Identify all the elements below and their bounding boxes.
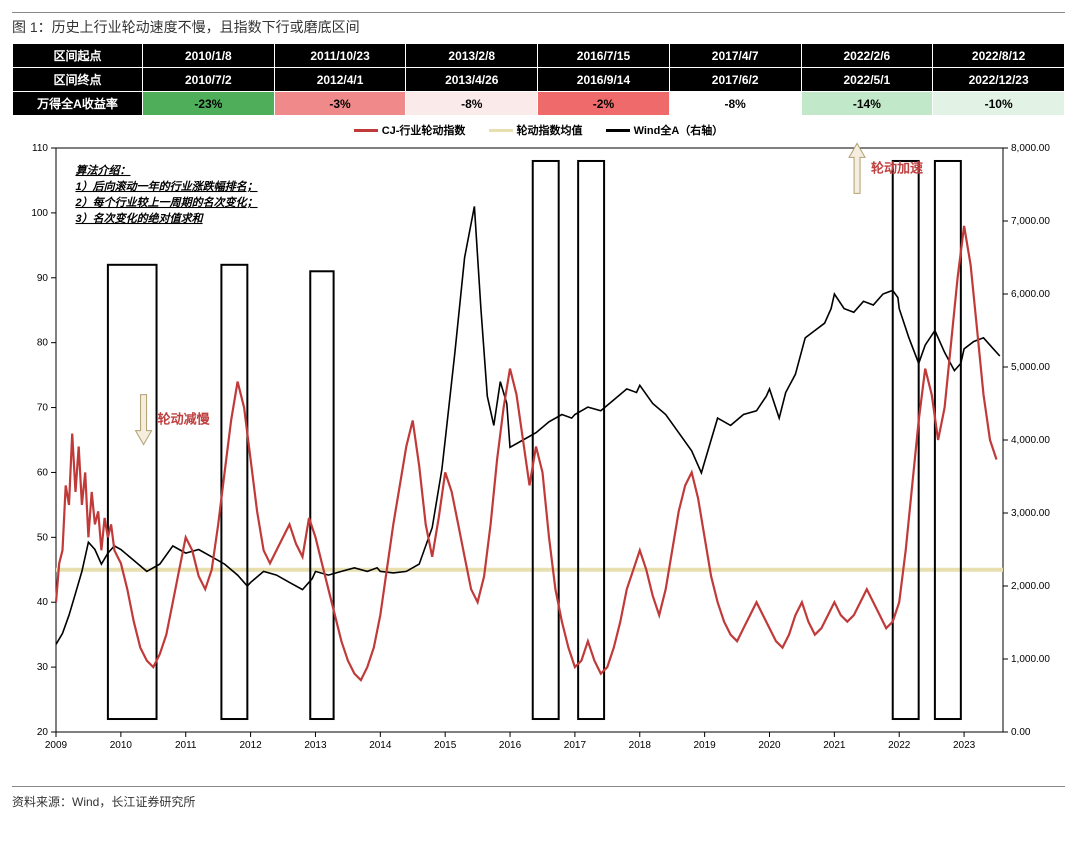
svg-text:2019: 2019: [694, 740, 717, 751]
legend-s2: 轮动指数均值: [517, 122, 583, 138]
svg-text:2009: 2009: [45, 740, 68, 751]
svg-text:2021: 2021: [823, 740, 846, 751]
svg-text:50: 50: [37, 532, 49, 543]
legend-s3: Wind全A（右轴）: [634, 122, 724, 138]
legend-s1: CJ-行业轮动指数: [382, 122, 466, 138]
svg-text:0.00: 0.00: [1011, 727, 1031, 738]
svg-text:3,000.00: 3,000.00: [1011, 508, 1050, 519]
svg-text:70: 70: [37, 403, 49, 414]
svg-text:90: 90: [37, 273, 49, 284]
svg-text:1,000.00: 1,000.00: [1011, 654, 1050, 665]
svg-text:30: 30: [37, 662, 49, 673]
svg-text:轮动减慢: 轮动减慢: [158, 412, 211, 427]
svg-text:2017: 2017: [564, 740, 587, 751]
main-chart: 20 30 40 50 60 70 80 90 100 110 0.00 1,000.00 2,000.…: [12, 140, 1065, 760]
svg-text:110: 110: [32, 143, 48, 154]
svg-text:2023: 2023: [953, 740, 976, 751]
svg-text:3）名次变化的绝对值求和: 3）名次变化的绝对值求和: [75, 212, 204, 225]
svg-text:80: 80: [37, 338, 49, 349]
svg-text:2012: 2012: [239, 740, 262, 751]
svg-text:2014: 2014: [369, 740, 392, 751]
svg-text:7,000.00: 7,000.00: [1011, 216, 1050, 227]
svg-text:轮动加速: 轮动加速: [871, 160, 923, 175]
periods-table: 区间起点2010/1/82011/10/232013/2/82016/7/152…: [12, 43, 1065, 116]
svg-text:1）后向滚动一年的行业涨跌幅排名；: 1）后向滚动一年的行业涨跌幅排名；: [75, 180, 257, 193]
svg-text:5,000.00: 5,000.00: [1011, 362, 1050, 373]
svg-text:2016: 2016: [499, 740, 522, 751]
svg-text:20: 20: [37, 727, 49, 738]
svg-text:2020: 2020: [758, 740, 781, 751]
svg-text:算法介绍：: 算法介绍：: [75, 164, 130, 177]
svg-text:8,000.00: 8,000.00: [1011, 143, 1050, 154]
svg-text:60: 60: [37, 467, 49, 478]
svg-text:2015: 2015: [434, 740, 457, 751]
svg-text:4,000.00: 4,000.00: [1011, 435, 1050, 446]
svg-text:100: 100: [31, 208, 48, 219]
svg-text:6,000.00: 6,000.00: [1011, 289, 1050, 300]
svg-text:2,000.00: 2,000.00: [1011, 581, 1050, 592]
svg-text:2018: 2018: [629, 740, 652, 751]
svg-text:2013: 2013: [304, 740, 327, 751]
legend: CJ-行业轮动指数 轮动指数均值 Wind全A（右轴）: [12, 122, 1065, 138]
svg-text:2）每个行业较上一周期的名次变化；: 2）每个行业较上一周期的名次变化；: [74, 196, 257, 209]
svg-text:2011: 2011: [175, 740, 197, 751]
svg-text:2022: 2022: [888, 740, 911, 751]
svg-text:40: 40: [37, 597, 49, 608]
svg-text:2010: 2010: [110, 740, 133, 751]
figure-title: 图 1：历史上行业轮动速度不慢，且指数下行或磨底区间: [12, 12, 1065, 37]
source-line: 资料来源：Wind，长江证券研究所: [12, 786, 1065, 810]
